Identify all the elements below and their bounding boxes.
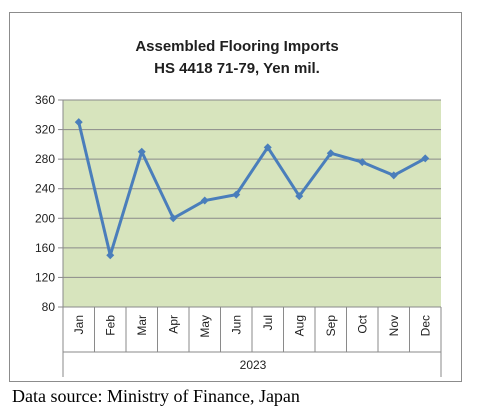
x-tick-label: Aug bbox=[292, 315, 306, 336]
x-tick-label: Jun bbox=[229, 315, 243, 334]
x-tick-labels: Jan Feb Mar Apr May Jun Jul Aug Sep Oct Nov Dec bbox=[72, 314, 433, 337]
data-point bbox=[106, 251, 115, 260]
data-point bbox=[137, 147, 146, 156]
plot-area bbox=[63, 100, 441, 307]
x-tick-label: Jul bbox=[261, 315, 275, 330]
data-point bbox=[358, 158, 367, 167]
x-tick-label: Nov bbox=[387, 315, 401, 336]
series-line bbox=[77, 121, 426, 257]
x-tick-label: Oct bbox=[355, 314, 369, 333]
y-tick-label: 320 bbox=[35, 123, 55, 137]
source-note: Data source: Ministry of Finance, Japan bbox=[12, 386, 300, 406]
x-group-label: 2023 bbox=[240, 358, 267, 372]
y-tick-labels: 80 120 160 200 240 280 320 360 bbox=[35, 93, 55, 314]
x-tick-label: Mar bbox=[135, 315, 149, 336]
x-tick-label: May bbox=[198, 315, 212, 338]
data-point bbox=[74, 118, 83, 127]
chart-frame: Assembled Flooring Imports HS 4418 71-79… bbox=[9, 12, 462, 382]
y-tick-label: 200 bbox=[35, 211, 55, 225]
axes bbox=[58, 99, 442, 377]
data-point bbox=[389, 171, 398, 180]
x-tick-label: Sep bbox=[324, 315, 338, 337]
chart-subtitle: HS 4418 71-79, Yen mil. bbox=[154, 60, 320, 77]
data-point bbox=[263, 143, 272, 152]
gridlines bbox=[63, 99, 441, 278]
y-tick-label: 80 bbox=[42, 300, 56, 314]
data-point bbox=[295, 192, 304, 201]
y-tick-label: 120 bbox=[35, 270, 55, 284]
line-chart: Assembled Flooring Imports HS 4418 71-79… bbox=[35, 38, 442, 377]
x-tick-label: Apr bbox=[166, 315, 180, 334]
data-point bbox=[232, 190, 241, 199]
x-tick-label: Dec bbox=[418, 315, 432, 336]
data-point bbox=[421, 154, 430, 163]
x-tick-label: Jan bbox=[72, 315, 86, 334]
data-point bbox=[169, 214, 178, 223]
chart-title: Assembled Flooring Imports bbox=[135, 38, 338, 55]
data-point bbox=[326, 149, 335, 158]
x-tick-label: Feb bbox=[103, 315, 117, 336]
y-tick-label: 160 bbox=[35, 241, 55, 255]
y-tick-label: 280 bbox=[35, 152, 55, 166]
series-layer bbox=[74, 118, 430, 260]
y-tick-label: 240 bbox=[35, 182, 55, 196]
y-tick-label: 360 bbox=[35, 93, 55, 107]
data-point bbox=[200, 196, 209, 205]
